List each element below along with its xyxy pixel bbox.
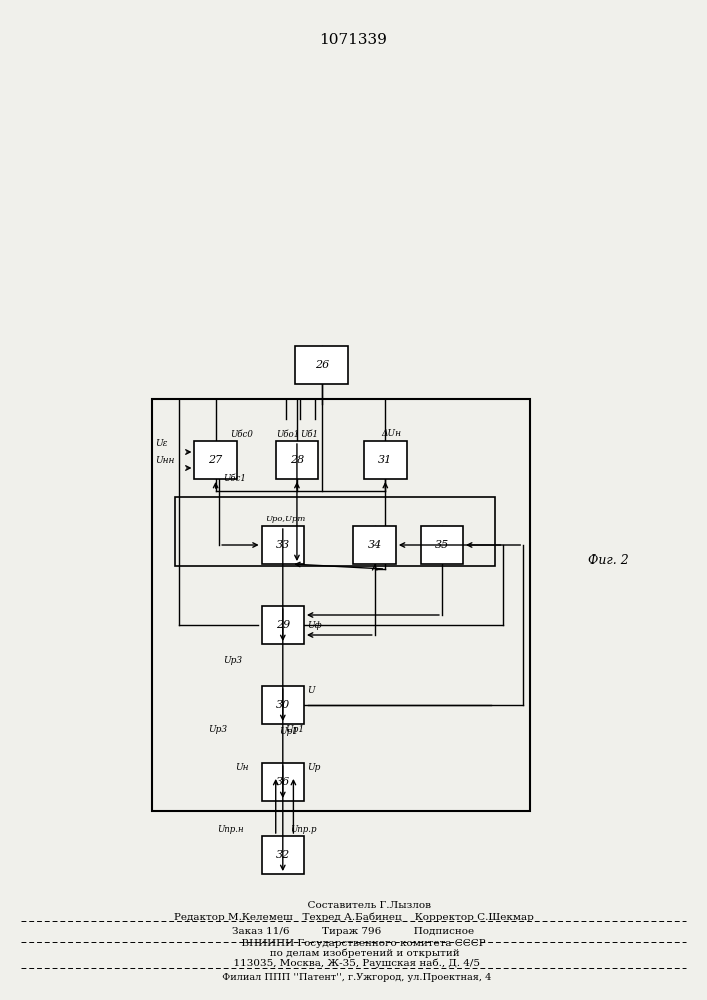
Text: 30: 30 xyxy=(276,700,290,710)
Text: 29: 29 xyxy=(276,620,290,630)
Text: ΔUн: ΔUн xyxy=(382,429,402,438)
Text: Uн: Uн xyxy=(235,763,248,772)
Text: ВНИИПИ Государственного комитета СССР: ВНИИПИ Государственного комитета СССР xyxy=(222,938,485,948)
Text: по делам изобретений и открытий: по делам изобретений и открытий xyxy=(247,948,460,958)
Text: 27: 27 xyxy=(209,455,223,465)
Text: Uнн: Uнн xyxy=(156,456,175,465)
Text: 26: 26 xyxy=(315,360,329,370)
Text: 32: 32 xyxy=(276,850,290,860)
Text: Uпр.р: Uпр.р xyxy=(290,825,316,834)
Text: U: U xyxy=(308,686,315,695)
Text: 1071339: 1071339 xyxy=(320,33,387,47)
Text: Uпр.н: Uпр.н xyxy=(217,825,244,834)
Text: Uбc0: Uбc0 xyxy=(230,430,252,439)
Text: Uр1: Uр1 xyxy=(279,727,298,736)
Text: 35: 35 xyxy=(435,540,449,550)
Bar xyxy=(175,497,495,566)
Text: Uр1: Uр1 xyxy=(285,725,304,734)
Text: 113035, Москва, Ж-35, Раушская наб., Д. 4/5: 113035, Москва, Ж-35, Раушская наб., Д. … xyxy=(227,958,480,968)
Text: 34: 34 xyxy=(368,540,382,550)
Text: Uр: Uр xyxy=(308,763,321,772)
Bar xyxy=(421,526,463,564)
Bar xyxy=(262,686,304,724)
Bar xyxy=(354,526,396,564)
Text: Uр3: Uр3 xyxy=(209,725,228,734)
Text: Uб1: Uб1 xyxy=(300,430,318,439)
Text: Uε: Uε xyxy=(156,439,168,448)
Bar xyxy=(262,836,304,874)
Text: Редактор М.Келемеш   Техред А.Бабинец    Корректор С.Шекмар: Редактор М.Келемеш Техред А.Бабинец Корр… xyxy=(173,912,534,922)
Text: Заказ 11/6          Тираж 796          Подписное: Заказ 11/6 Тираж 796 Подписное xyxy=(233,928,474,936)
Bar xyxy=(364,441,407,479)
Text: Uбc1: Uбc1 xyxy=(223,474,245,483)
Text: Uро,Uрт: Uро,Uрт xyxy=(265,515,305,523)
Text: Uф: Uф xyxy=(308,621,322,630)
Text: Фиг. 2: Фиг. 2 xyxy=(588,554,629,566)
Text: 31: 31 xyxy=(378,455,392,465)
Text: 36: 36 xyxy=(276,777,290,787)
Bar xyxy=(262,606,304,644)
Bar xyxy=(276,441,318,479)
Text: Филиал ППП ''Патент'', г.Ужгород, ул.Проектная, 4: Филиал ППП ''Патент'', г.Ужгород, ул.Про… xyxy=(216,972,491,982)
Bar xyxy=(152,399,530,811)
Text: Составитель Г.Лызлов: Составитель Г.Лызлов xyxy=(276,900,431,910)
Text: 33: 33 xyxy=(276,540,290,550)
Text: Uбо1: Uбо1 xyxy=(276,430,299,439)
Bar xyxy=(295,346,348,384)
Text: 28: 28 xyxy=(290,455,304,465)
Bar xyxy=(262,526,304,564)
Text: Uр3: Uр3 xyxy=(223,656,242,665)
Bar xyxy=(194,441,237,479)
Bar xyxy=(262,763,304,801)
